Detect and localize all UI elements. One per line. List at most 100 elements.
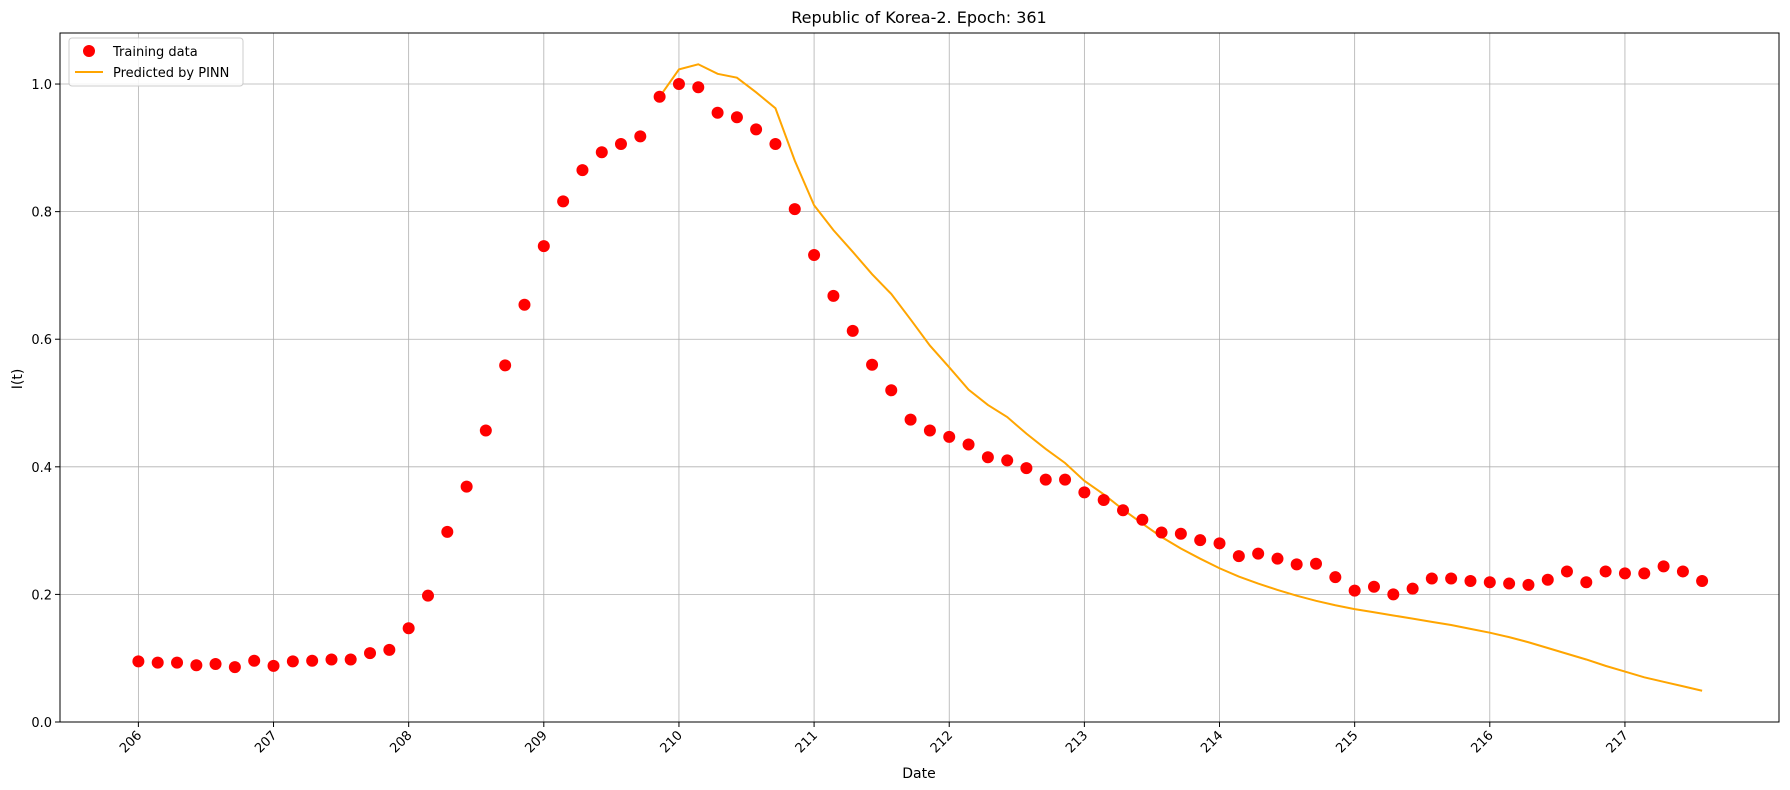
- data-point: [1117, 504, 1130, 517]
- x-tick-label: 212: [928, 728, 956, 756]
- data-point: [364, 647, 377, 660]
- data-point: [1599, 565, 1612, 578]
- x-axis-label: Date: [902, 766, 935, 782]
- data-point: [1445, 572, 1458, 585]
- x-tick-label: 211: [793, 728, 821, 756]
- data-point: [653, 90, 666, 103]
- data-point: [904, 413, 917, 426]
- y-tick-label: 1.0: [31, 78, 52, 93]
- data-point: [1039, 473, 1052, 486]
- grid: [60, 33, 1779, 723]
- data-point: [190, 659, 203, 672]
- data-point: [711, 106, 724, 119]
- data-point: [1232, 550, 1245, 563]
- data-point: [1097, 493, 1110, 506]
- data-point: [576, 164, 589, 177]
- series-layer: [132, 63, 1709, 692]
- data-point: [151, 656, 164, 669]
- data-point: [1020, 462, 1033, 475]
- data-point: [499, 359, 512, 372]
- data-point: [1194, 534, 1207, 547]
- x-tick-label: 217: [1604, 728, 1632, 756]
- data-point: [518, 298, 531, 311]
- data-point: [1329, 571, 1342, 584]
- data-point: [1541, 573, 1554, 586]
- data-point: [1618, 567, 1631, 580]
- data-point: [923, 424, 936, 437]
- data-point: [1406, 582, 1419, 595]
- y-tick-label: 0.4: [31, 461, 52, 476]
- x-tick-label: 207: [252, 728, 280, 756]
- data-point: [1464, 575, 1477, 588]
- data-point: [209, 657, 222, 670]
- data-point: [1696, 575, 1709, 588]
- data-point: [383, 643, 396, 656]
- data-point: [402, 622, 415, 635]
- data-point: [672, 78, 685, 91]
- data-point: [750, 123, 763, 136]
- legend-label-training-data: Training data: [112, 45, 198, 60]
- data-point: [1252, 547, 1265, 560]
- y-tick-label: 0.0: [31, 716, 52, 731]
- x-tick-label: 213: [1063, 728, 1091, 756]
- data-point: [1503, 577, 1516, 590]
- y-axis-label: I(t): [10, 369, 26, 390]
- data-point: [286, 655, 299, 668]
- data-point: [1136, 513, 1149, 526]
- x-tick-label: 214: [1198, 728, 1226, 756]
- data-point: [885, 384, 898, 397]
- data-point: [962, 438, 975, 451]
- data-point: [1367, 580, 1380, 593]
- y-tick-label: 0.8: [31, 206, 52, 221]
- data-point: [846, 324, 859, 337]
- data-point: [1271, 552, 1284, 565]
- data-point: [267, 659, 280, 672]
- data-point: [1483, 576, 1496, 589]
- x-tick-label: 210: [658, 728, 686, 756]
- data-point: [1657, 560, 1670, 573]
- data-point: [479, 424, 492, 437]
- x-tick-label: 206: [117, 728, 145, 756]
- legend-label-predicted-by-pinn: Predicted by PINN: [113, 66, 229, 81]
- data-point: [441, 525, 454, 538]
- data-point: [1522, 578, 1535, 591]
- y-tick-label: 0.2: [31, 588, 52, 603]
- plot-frame: [59, 32, 1780, 723]
- data-point: [1174, 527, 1187, 540]
- legend-box: [68, 37, 244, 87]
- data-point: [614, 138, 627, 151]
- data-point: [1290, 558, 1303, 571]
- series-line-predicted-by-pinn: [658, 63, 1703, 692]
- data-point: [595, 146, 608, 159]
- x-axis: 206 207 208 209 210 211 212 213 214 215 216 217: [117, 722, 1632, 756]
- data-point: [730, 111, 743, 124]
- data-point: [537, 240, 550, 253]
- data-point: [248, 654, 261, 667]
- data-point: [228, 661, 241, 674]
- data-point: [769, 138, 782, 151]
- x-tick-label: 209: [522, 728, 550, 756]
- data-point: [1387, 588, 1400, 601]
- data-point: [132, 655, 145, 668]
- data-point: [1001, 454, 1014, 467]
- data-point: [1676, 565, 1689, 578]
- data-point: [1155, 526, 1168, 539]
- data-point: [557, 195, 570, 208]
- legend: Training data Predicted by PINN: [68, 37, 244, 87]
- data-point: [1213, 537, 1226, 550]
- data-point: [981, 451, 994, 464]
- data-point: [1348, 584, 1361, 597]
- y-tick-label: 0.6: [31, 333, 52, 348]
- data-point: [788, 203, 801, 216]
- data-point: [1310, 557, 1323, 570]
- data-point: [421, 589, 434, 602]
- data-point: [943, 430, 956, 443]
- y-axis: 0.0 0.2 0.4 0.6 0.8 1.0: [31, 78, 60, 731]
- data-point: [1560, 565, 1573, 578]
- x-tick-label: 208: [387, 728, 415, 756]
- data-point: [344, 653, 357, 666]
- data-point: [866, 358, 879, 371]
- data-point: [1425, 572, 1438, 585]
- data-point: [1078, 486, 1091, 499]
